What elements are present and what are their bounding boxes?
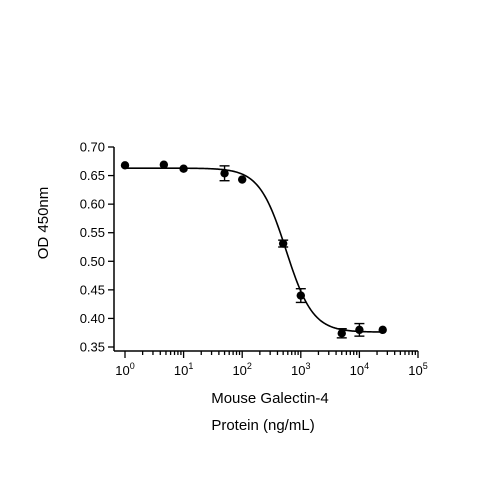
x-tick-label-exponent: 3 bbox=[306, 361, 311, 371]
x-tick-label: 105 bbox=[408, 361, 427, 378]
data-point bbox=[159, 160, 169, 169]
data-point bbox=[238, 175, 247, 184]
x-axis-title-line-1: Mouse Galectin-4 bbox=[211, 390, 329, 407]
data-point bbox=[355, 325, 364, 335]
data-point-group bbox=[120, 161, 130, 170]
y-tick-label: 0.55 bbox=[80, 225, 105, 240]
data-point-group bbox=[219, 165, 230, 182]
x-tick-label-base: 10 bbox=[350, 363, 364, 378]
x-tick-label: 100 bbox=[115, 361, 134, 378]
x-tick-label-base: 10 bbox=[174, 363, 188, 378]
y-tick-label: 0.45 bbox=[80, 282, 105, 297]
x-axis-title-line-2: Protein (ng/mL) bbox=[211, 417, 314, 434]
y-tick-label: 0.60 bbox=[80, 197, 105, 212]
y-tick-label: 0.35 bbox=[80, 340, 105, 355]
x-tick-label-base: 10 bbox=[232, 363, 246, 378]
data-point-group bbox=[378, 325, 387, 335]
x-tick-label: 104 bbox=[350, 361, 369, 378]
data-point bbox=[220, 169, 229, 178]
x-tick-label-base: 10 bbox=[291, 363, 305, 378]
x-tick-label: 101 bbox=[174, 361, 193, 378]
data-point-group bbox=[238, 175, 247, 184]
x-axis-ticks: 100 101 102 103 104 105 bbox=[115, 351, 428, 378]
data-point-group bbox=[295, 288, 306, 304]
data-point-group bbox=[159, 160, 169, 169]
data-point bbox=[337, 329, 346, 338]
data-point bbox=[296, 291, 305, 300]
data-point-group bbox=[336, 328, 347, 339]
y-tick-label: 0.70 bbox=[80, 140, 105, 155]
x-tick-label-base: 10 bbox=[115, 363, 129, 378]
data-point-group bbox=[278, 239, 289, 248]
x-tick-label: 103 bbox=[291, 361, 310, 378]
data-point bbox=[378, 325, 387, 335]
x-tick-label: 102 bbox=[232, 361, 251, 378]
data-points bbox=[120, 160, 387, 339]
x-tick-label-exponent: 1 bbox=[188, 361, 193, 371]
fit-curve bbox=[125, 167, 383, 333]
y-tick-label: 0.65 bbox=[80, 168, 105, 183]
data-point bbox=[278, 239, 288, 248]
x-tick-label-base: 10 bbox=[408, 363, 422, 378]
y-axis-ticks: 0.35 0.40 0.45 0.50 0.55 0.60 0.65 0.70 bbox=[80, 140, 114, 355]
x-tick-label-exponent: 5 bbox=[423, 361, 428, 371]
y-tick-label: 0.40 bbox=[80, 311, 105, 326]
data-point bbox=[179, 164, 188, 173]
x-tick-label-exponent: 2 bbox=[247, 361, 252, 371]
data-point-group bbox=[179, 164, 188, 173]
x-tick-label-exponent: 0 bbox=[130, 361, 135, 371]
y-axis-title: OD 450nm bbox=[35, 187, 52, 260]
x-tick-label-exponent: 4 bbox=[364, 361, 369, 371]
data-point bbox=[120, 161, 130, 170]
data-point-group bbox=[354, 322, 365, 337]
y-tick-label: 0.50 bbox=[80, 254, 105, 269]
